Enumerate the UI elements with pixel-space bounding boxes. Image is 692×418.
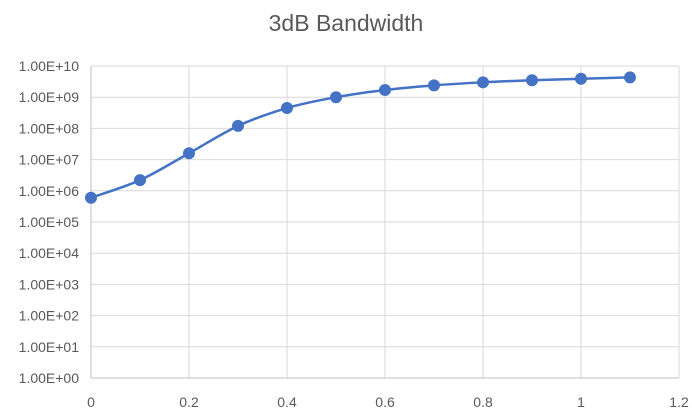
y-tick-label: 1.00E+02 [19, 308, 80, 324]
x-tick-label: 0.4 [277, 394, 297, 410]
x-tick-label: 0.2 [179, 394, 199, 410]
x-tick-labels: 0 0.2 0.4 0.6 0.8 1 1.2 [87, 394, 689, 410]
axes [90, 66, 679, 379]
data-point [330, 91, 342, 104]
x-tick-label: 0.6 [375, 394, 395, 410]
y-tick-label: 1.00E+04 [19, 245, 80, 261]
data-point [624, 71, 636, 84]
y-tick-labels: 1.00E+00 1.00E+01 1.00E+02 1.00E+03 1.00E+04… [19, 58, 80, 386]
y-tick-label: 1.00E+06 [19, 183, 80, 199]
x-tick-label: 0 [87, 394, 95, 410]
data-point [526, 74, 538, 87]
y-tick-label: 1.00E+08 [19, 120, 80, 136]
y-tick-label: 1.00E+00 [19, 370, 80, 386]
data-point [575, 72, 587, 85]
chart-title: 3dB Bandwidth [268, 10, 424, 36]
data-point [428, 79, 440, 92]
x-tick-label: 1 [577, 394, 585, 410]
data-point [281, 102, 293, 115]
y-tick-label: 1.00E+09 [19, 89, 80, 105]
y-tick-label: 1.00E+03 [19, 276, 80, 292]
y-tick-label: 1.00E+01 [19, 339, 80, 355]
series-line [90, 76, 631, 199]
y-tick-label: 1.00E+05 [19, 214, 80, 230]
y-tick-label: 1.00E+10 [19, 58, 80, 74]
gridlines [91, 65, 680, 378]
y-tick-label: 1.00E+07 [19, 152, 80, 168]
series-markers [85, 71, 636, 204]
data-point [183, 147, 195, 160]
x-tick-label: 1.2 [669, 394, 689, 410]
data-point [232, 119, 244, 132]
x-tick-label: 0.8 [473, 394, 493, 410]
data-point [477, 76, 489, 89]
data-point [379, 84, 391, 97]
data-point [85, 191, 97, 204]
data-point [134, 174, 146, 187]
series-line-layer [90, 76, 631, 199]
